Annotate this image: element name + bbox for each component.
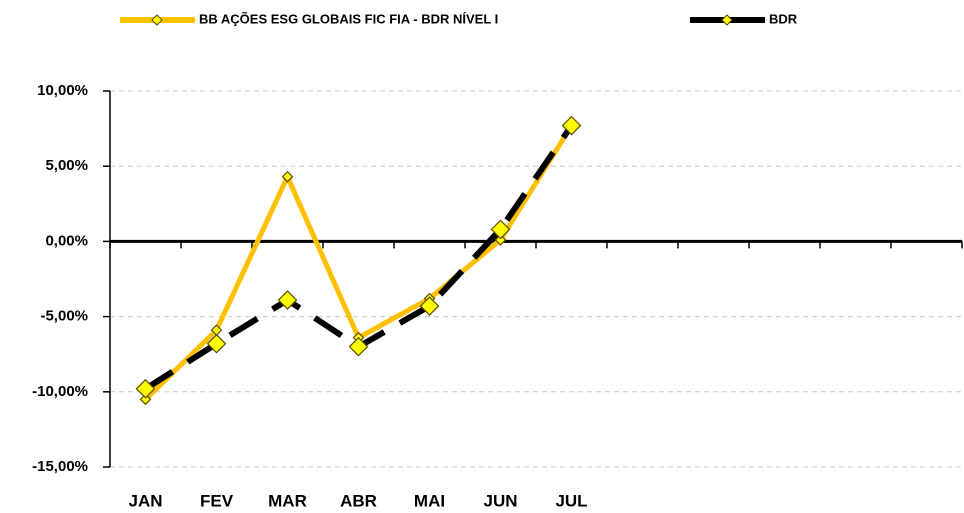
- y-tick-label: 5,00%: [45, 157, 88, 174]
- marker: [561, 115, 582, 136]
- marker: [135, 378, 156, 399]
- marker: [139, 393, 152, 406]
- x-tick-label: FEV: [200, 491, 234, 510]
- x-tick-label: MAI: [414, 491, 445, 510]
- legend-label: BB AÇÕES ESG GLOBAIS FIC FIA - BDR NÍVEL…: [199, 11, 498, 26]
- y-tick-label: -10,00%: [32, 383, 88, 400]
- y-tick-label: -15,00%: [32, 458, 88, 475]
- y-tick-label: -5,00%: [40, 308, 88, 325]
- legend-label: BDR: [769, 11, 798, 26]
- marker: [348, 336, 369, 357]
- marker: [419, 296, 440, 316]
- x-tick-label: JUL: [555, 491, 587, 510]
- marker: [490, 219, 511, 240]
- x-tick-label: MAR: [268, 491, 307, 510]
- legend-marker: [151, 14, 163, 26]
- x-tick-label: JUN: [483, 491, 517, 510]
- marker: [277, 290, 298, 310]
- marker: [206, 333, 227, 354]
- marker: [281, 170, 294, 183]
- marker: [494, 234, 507, 246]
- x-tick-label: JAN: [128, 491, 162, 510]
- x-tick-label: ABR: [340, 491, 377, 510]
- y-tick-label: 0,00%: [45, 232, 88, 249]
- y-tick-label: 10,00%: [37, 82, 88, 99]
- legend-marker: [721, 14, 733, 26]
